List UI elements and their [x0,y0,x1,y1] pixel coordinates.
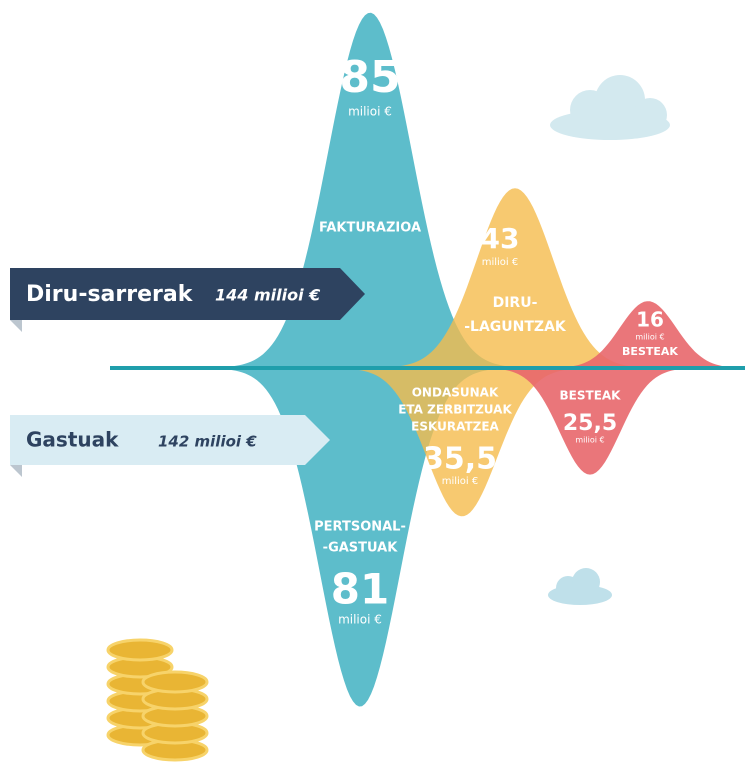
unit-label: milioi € [635,333,664,342]
unit-label: milioi € [442,476,479,487]
item-name: DIRU- [493,295,538,311]
value-label: 85 [339,52,400,103]
value-label: 16 [636,308,664,332]
coins [106,638,209,762]
income-banner: Diru-sarrerak 144 milioi € [10,268,365,332]
item-name: BESTEAK [560,389,622,403]
item-name: PERTSONAL- [314,520,406,535]
income-total: 144 milioi € [215,286,320,305]
value-label: 35,5 [423,442,497,477]
item-name: FAKTURAZIOA [319,221,421,236]
unit-label: milioi € [338,613,382,627]
unit-label: milioi € [575,436,604,445]
value-label: 43 [481,222,520,255]
cloud [548,568,612,605]
item-name: ESKURATZEA [411,420,499,434]
spending-total: 142 milioi € [158,433,257,451]
cloud [550,75,670,140]
value-curve [110,301,745,368]
item-name: ETA ZERBITZUAK [398,403,512,417]
item-name: ONDASUNAK [412,386,499,400]
item-name: -LAGUNTZAK [464,319,567,335]
spending-title: Gastuak [26,428,119,452]
unit-label: milioi € [482,257,519,268]
value-label: 25,5 [563,411,617,436]
value-curve [110,12,745,369]
item-name: -GASTUAK [323,541,399,556]
income-title: Diru-sarrerak [26,282,194,307]
spending-banner: Gastuak 142 milioi € [10,415,330,477]
value-label: 81 [331,565,389,614]
value-curve [110,368,745,475]
value-curve [110,368,745,517]
unit-label: milioi € [348,105,392,119]
item-name: BESTEAK [622,345,678,358]
